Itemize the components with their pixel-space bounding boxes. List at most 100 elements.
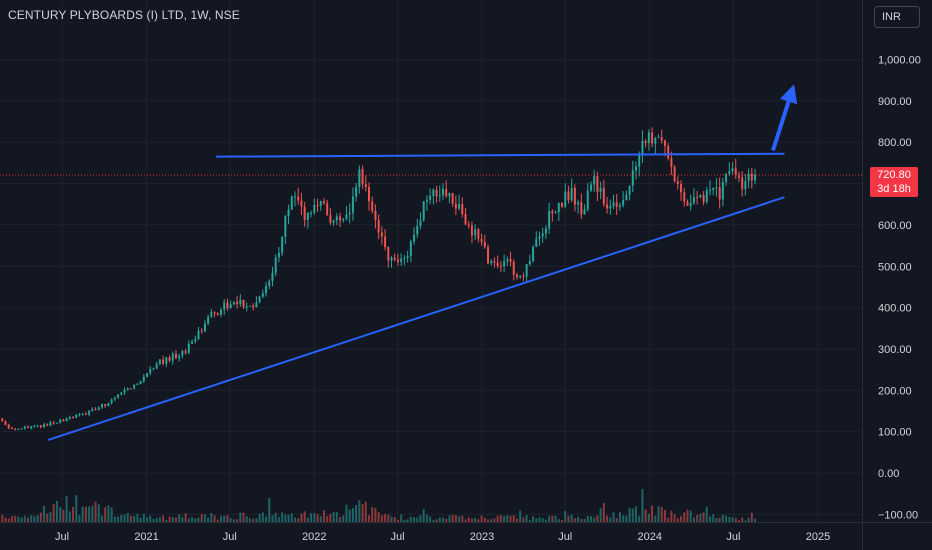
volume-bar [548, 515, 551, 522]
volume-bar [612, 512, 615, 522]
volume-bar [126, 513, 129, 522]
currency-button[interactable]: INR [874, 6, 920, 28]
candlestick-series [0, 127, 757, 431]
candle-body [322, 201, 325, 204]
candle-body [564, 191, 567, 207]
candle-body [573, 187, 576, 205]
candle-body [39, 425, 42, 428]
candle-body [245, 306, 248, 308]
candle-body [705, 190, 708, 202]
volume-bar [721, 514, 724, 522]
candle-body [702, 194, 705, 202]
candle-body [290, 196, 293, 210]
candle-body [248, 305, 251, 307]
candle-body [625, 194, 628, 201]
volume-bar [416, 517, 419, 522]
volume-bar [403, 519, 406, 522]
candle-body [155, 363, 158, 369]
bar-countdown: 3d 18h [877, 183, 911, 195]
candle-body [692, 197, 695, 204]
candle-body [226, 302, 229, 309]
volume-bar [467, 517, 470, 522]
volume-bar [490, 519, 493, 522]
candle-body [557, 202, 560, 213]
candle-body [416, 225, 419, 235]
candle-body [454, 203, 457, 209]
volume-bar [62, 509, 65, 522]
volume-bar [23, 515, 26, 522]
volume-bar [487, 519, 490, 522]
resistance-line [215, 152, 785, 158]
volume-bar [351, 507, 354, 522]
volume-bar [316, 514, 319, 522]
candle-body [351, 196, 354, 213]
volume-bar [303, 511, 306, 522]
candle-body [236, 301, 239, 305]
volume-bar [110, 507, 113, 522]
candle-body [191, 341, 194, 344]
volume-bar [171, 516, 174, 522]
price-tick-label: 600.00 [878, 220, 912, 232]
volume-bar [20, 517, 23, 522]
volume-bar [705, 506, 708, 522]
volume-bar [413, 517, 416, 522]
volume-bar [561, 520, 564, 522]
candle-body [750, 173, 753, 181]
candle-body [207, 316, 210, 324]
volume-bar [651, 505, 654, 522]
candle-body [255, 302, 258, 308]
candle-body [503, 261, 506, 267]
volume-bar [557, 519, 560, 522]
candle-body [683, 192, 686, 202]
candle-body [142, 376, 145, 382]
volume-bar [589, 516, 592, 522]
volume-bar [390, 516, 393, 522]
volume-bar [374, 507, 377, 522]
volume-bar [532, 516, 535, 522]
candle-body [631, 170, 634, 186]
volume-bar [470, 518, 473, 522]
candle-body [277, 252, 280, 258]
volume-bar [265, 516, 268, 522]
volume-bar [734, 518, 737, 522]
candle-body [242, 300, 245, 308]
volume-bar [599, 508, 602, 522]
volume-bar [458, 516, 461, 522]
candle-body [660, 137, 663, 141]
volume-bar [117, 516, 120, 522]
volume-bar [515, 518, 518, 522]
time-tick-label: 2022 [302, 531, 326, 543]
volume-bar [358, 500, 361, 522]
candle-body [17, 428, 20, 430]
volume-bar [512, 515, 515, 522]
candle-body [303, 206, 306, 220]
volume-bar [663, 509, 666, 522]
volume-bar [544, 519, 547, 522]
candle-body [384, 236, 387, 248]
volume-bar [606, 515, 609, 522]
volume-bar [332, 512, 335, 522]
volume-bar [680, 516, 683, 522]
candle-body [680, 184, 683, 193]
candle-body [59, 419, 62, 423]
volume-bar [165, 519, 168, 522]
volume-bar [88, 506, 91, 522]
candle-body [91, 409, 94, 411]
volume-bar [30, 515, 33, 522]
volume-bar [644, 509, 647, 522]
volume-bar [696, 514, 699, 522]
candle-body [474, 229, 477, 236]
candle-body [88, 410, 91, 415]
volume-bar [287, 514, 290, 522]
candle-body [162, 359, 165, 364]
volume-bar [474, 517, 477, 522]
volume-bar [400, 514, 403, 522]
volume-bars [0, 489, 757, 522]
candle-body [329, 215, 332, 223]
candle-body [606, 204, 609, 209]
candle-body [158, 359, 161, 364]
candle-body [316, 204, 319, 206]
candle-body [10, 427, 13, 429]
candle-body [487, 247, 490, 264]
